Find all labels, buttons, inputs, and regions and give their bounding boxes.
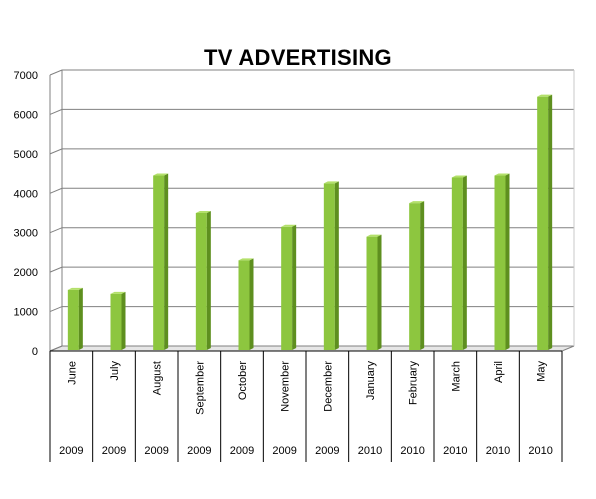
x-tick-label-month: October <box>237 361 249 400</box>
bar <box>238 260 250 350</box>
bar <box>110 293 122 350</box>
y-tick-label: 3000 <box>14 228 38 240</box>
bar <box>366 236 378 350</box>
bar-top <box>323 181 339 184</box>
x-tick-label-year: 2009 <box>230 445 254 457</box>
bar-top <box>238 258 254 261</box>
x-tick-label-month: July <box>109 361 121 381</box>
bar-top <box>110 291 126 294</box>
x-tick-label-month: May <box>536 361 548 382</box>
bar-side <box>548 94 553 350</box>
x-tick-label-year: 2010 <box>443 445 467 457</box>
bar-top <box>195 211 211 213</box>
bar-top <box>281 224 297 227</box>
bar-side <box>249 258 254 350</box>
x-tick-label-year: 2010 <box>528 445 552 457</box>
x-tick-label-month: February <box>408 361 420 406</box>
y-tick-label: 7000 <box>14 70 38 82</box>
bar-side <box>121 291 126 350</box>
x-tick-label-year: 2010 <box>486 445 510 457</box>
y-tick-label: 6000 <box>14 109 38 121</box>
bar-side <box>420 201 425 350</box>
bar <box>323 183 335 350</box>
bar-top <box>409 201 425 204</box>
bar-top <box>153 173 169 176</box>
y-tick-label: 0 <box>32 346 38 358</box>
bar <box>195 213 207 350</box>
x-tick-label-year: 2009 <box>187 445 211 457</box>
bar-top <box>451 175 467 178</box>
bar-side <box>334 181 339 350</box>
x-tick-label-year: 2009 <box>102 445 126 457</box>
bar <box>409 203 421 350</box>
x-tick-label-year: 2009 <box>315 445 339 457</box>
bar <box>451 177 463 350</box>
chart-title: TV ADVERTISING <box>204 45 392 70</box>
bar <box>67 289 79 350</box>
x-tick-label-month: December <box>322 361 334 412</box>
bar-top <box>67 287 83 290</box>
y-tick-label: 1000 <box>14 307 38 319</box>
bar <box>537 96 549 350</box>
bar-side <box>292 224 297 350</box>
x-tick-label-month: August <box>152 361 164 395</box>
bar <box>153 175 165 350</box>
bar-side <box>377 234 382 350</box>
bar-side <box>78 287 83 350</box>
bar-top <box>537 94 553 97</box>
x-tick-label-month: April <box>493 361 505 383</box>
bar-side <box>206 211 211 350</box>
bar <box>281 226 293 350</box>
x-tick-label-year: 2009 <box>272 445 296 457</box>
y-tick-label: 4000 <box>14 188 38 200</box>
x-tick-label-month: September <box>194 361 206 415</box>
bar-side <box>164 173 169 350</box>
plot-back-wall <box>62 70 574 346</box>
x-tick-label-year: 2009 <box>59 445 83 457</box>
y-tick-label: 2000 <box>14 267 38 279</box>
bar-top <box>366 234 382 237</box>
bar-top <box>494 173 510 176</box>
bar <box>494 175 506 350</box>
x-tick-label-year: 2009 <box>144 445 168 457</box>
x-tick-label-year: 2010 <box>400 445 424 457</box>
x-tick-label-month: March <box>450 361 462 392</box>
bar-side <box>505 173 510 350</box>
x-tick-label-year: 2010 <box>358 445 382 457</box>
x-tick-label-month: June <box>66 361 78 385</box>
x-tick-label-month: November <box>280 361 292 412</box>
x-tick-label-month: January <box>365 361 377 401</box>
y-tick-label: 5000 <box>14 149 38 161</box>
bar-side <box>462 175 467 350</box>
